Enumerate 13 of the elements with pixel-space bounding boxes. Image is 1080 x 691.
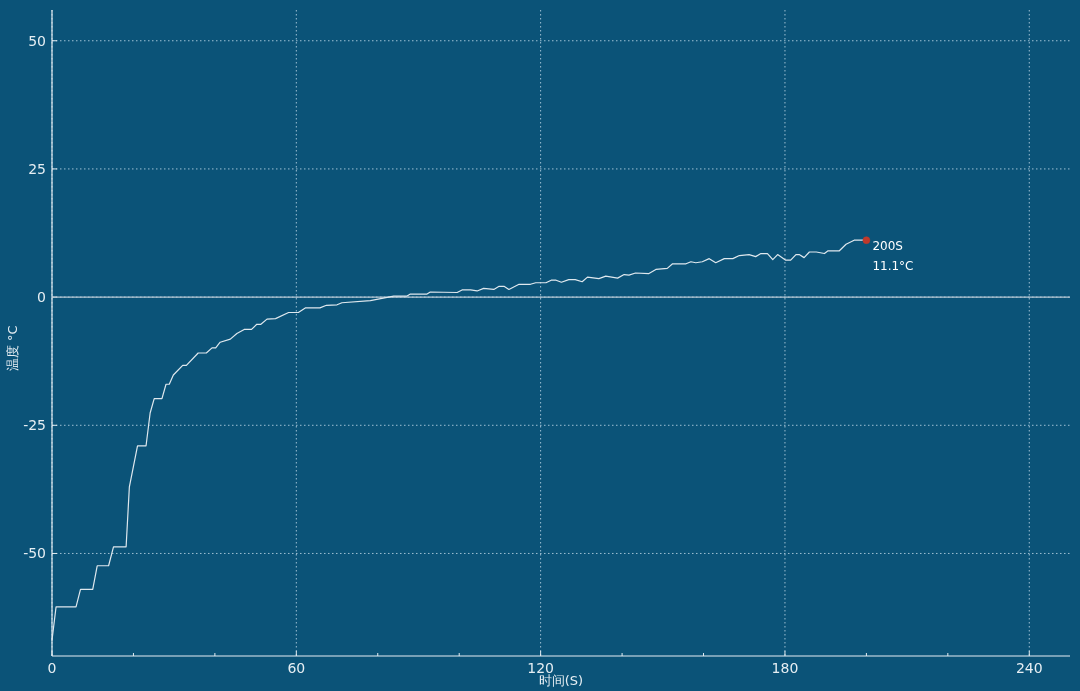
x-axis-title: 时间(S) [538,673,584,688]
annotation: 200S 11.1°C [872,239,914,274]
y-tick-label: 25 [28,160,46,177]
y-tick-label: -25 [23,417,46,434]
y-tick-label: 0 [37,289,46,306]
x-tick-label: 60 [287,660,306,676]
x-tick-label: 120 [527,660,555,676]
x-tick-label: 0 [47,660,57,676]
x-tick-label: 240 [1015,660,1043,676]
y-tick-label: -50 [23,545,46,562]
y-tick-label: 50 [28,32,46,49]
y-axis-title: 温度 °C [5,325,20,372]
x-tick-label: 180 [771,660,799,676]
